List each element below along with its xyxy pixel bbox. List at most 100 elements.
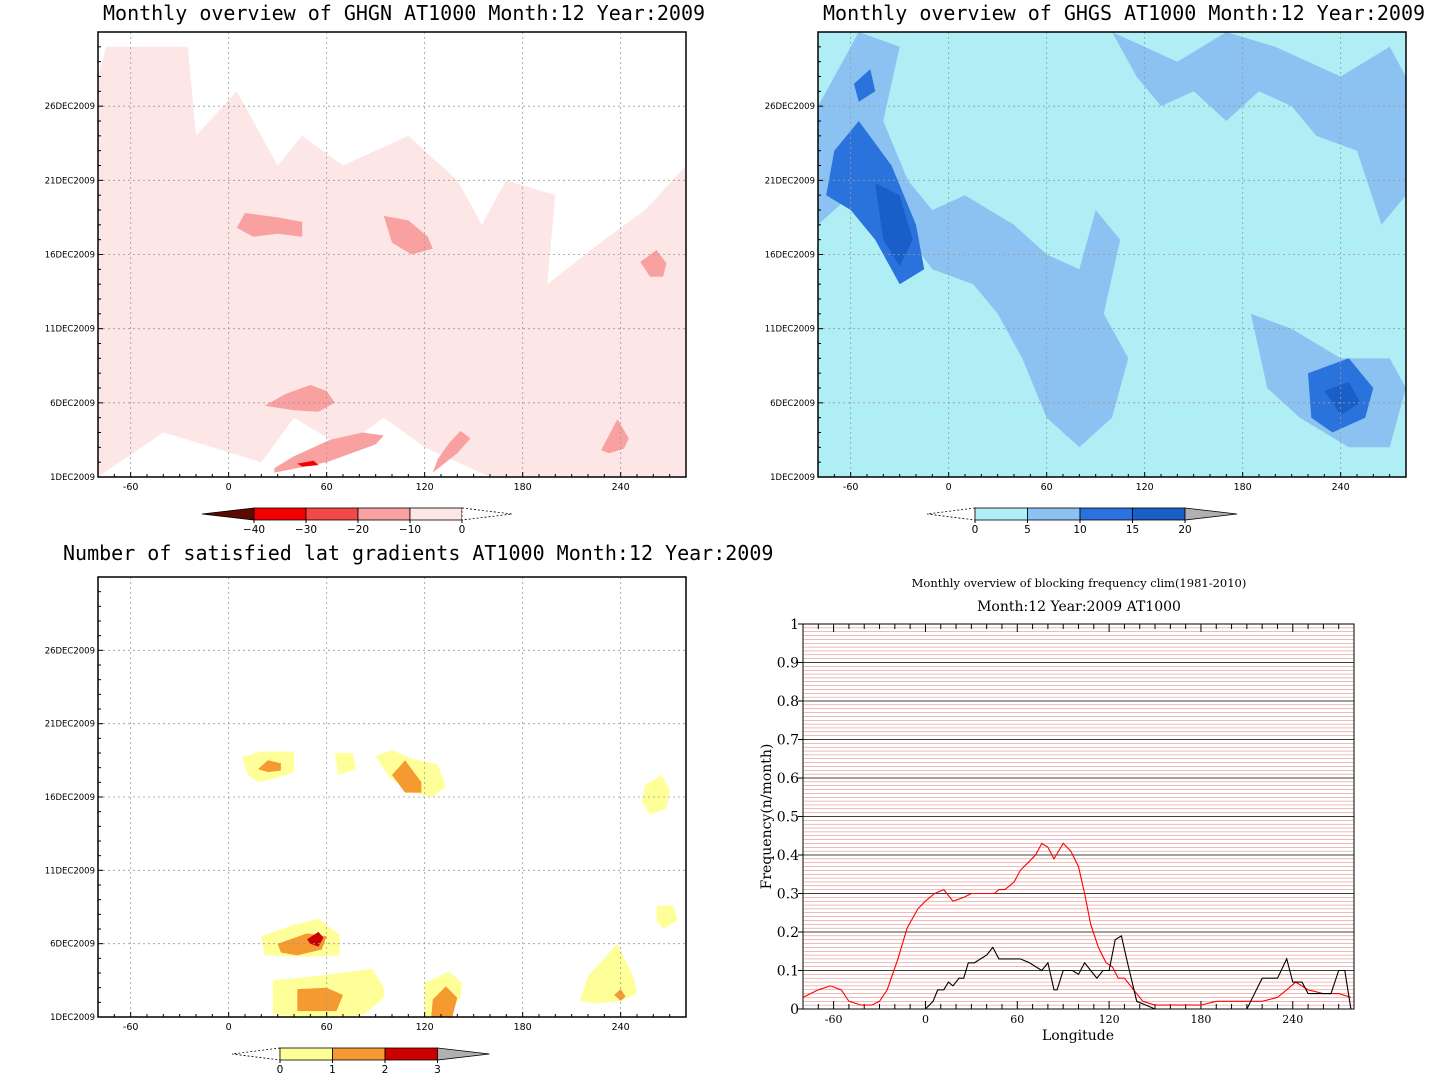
x-tick-label: -60 [843,482,859,493]
contour-region [875,183,913,267]
contour-region [640,250,667,277]
contour-region [297,987,343,1012]
y-tick-label: 1DEC2009 [770,473,815,483]
y-tick-label: 26DEC2009 [45,646,95,656]
y-axis-label: Frequency(n/month) [759,744,775,890]
y-tick-label: 6DEC2009 [770,399,815,409]
colorbar: 0 1 2 3 [231,1047,490,1076]
y-tick-label: 21DEC2009 [45,720,95,730]
x-tick-label: 0 [922,1013,929,1026]
colorbar-right-triangle [437,1047,490,1061]
colorbar-right-triangle [1184,507,1238,521]
colorbar-label: 0 [972,524,979,536]
y-tick-label: 0.2 [777,925,799,941]
x-tick-label: 60 [321,1022,333,1033]
x-tick-label: 180 [1190,1013,1211,1026]
x-tick-label: 240 [1282,1013,1303,1026]
contour-region [258,760,281,773]
colorbar-label: −40 [243,524,265,536]
x-tick-label: 180 [514,1022,532,1033]
y-tick-label: 0 [790,1002,799,1018]
contour-region [1112,32,1406,225]
y-tick-label: 6DEC2009 [50,940,95,950]
ghgs-chart: -60 0 60 120 180 240 1DEC2009 6DEC2009 11DEC2009… [765,31,1407,536]
y-tick-label: 16DEC2009 [765,251,815,261]
blocking-frequency-chart: Monthly overview of blocking frequency c… [759,576,1355,1044]
colorbar-label: −20 [347,524,369,536]
x-tick-label: 0 [946,482,952,493]
contour-region [307,931,324,947]
contour-region [432,431,471,473]
contour-region [392,760,422,793]
contour-region [236,213,303,237]
colorbar-segment [384,1047,438,1061]
colorbar-segment [1027,507,1081,521]
colorbar-right-triangle [461,507,513,521]
colorbar-segment [357,507,411,521]
chart-subtitle: Month:12 Year:2009 AT1000 [977,599,1181,615]
contour-region [274,432,384,473]
y-tick-label: 21DEC2009 [765,176,815,186]
contour-region [98,46,686,477]
colorbar-left-triangle [926,507,976,521]
y-tick-label: 11DEC2009 [45,866,95,876]
x-tick-label: -60 [123,1022,139,1033]
colorbar-label: 15 [1126,524,1139,536]
y-tick-label: 1DEC2009 [50,473,95,483]
contour-region [614,989,626,1001]
colorbar-label: −10 [399,524,421,536]
y-tick-label: 26DEC2009 [765,102,815,112]
contour-region [334,753,357,775]
y-tick-label: 1 [790,617,799,633]
x-tick-label: 120 [416,482,434,493]
x-tick-label: 60 [1010,1013,1024,1026]
y-tick-label: 6DEC2009 [50,399,95,409]
y-tick-label: 0.8 [777,694,799,710]
y-tick-label: 0.4 [777,848,799,864]
y-tick-label: 26DEC2009 [45,102,95,112]
y-tick-label: 11DEC2009 [45,325,95,335]
y-tick-label: 1DEC2009 [50,1013,95,1023]
plot-frame [97,576,687,1018]
contour-region [601,419,629,454]
contour-regions [98,46,686,477]
y-tick-label: 11DEC2009 [765,325,815,335]
colorbar-label: 10 [1073,524,1086,536]
red-series-line [802,842,1352,1006]
contour-region [853,69,876,102]
y-tick-label: 0.7 [777,733,799,749]
colorbar-segment [1132,507,1186,521]
lat-gradients-title: Number of satisfied lat gradients AT1000… [63,541,774,565]
contour-region [656,905,678,929]
colorbar-left-triangle [201,507,255,521]
x-tick-label: 180 [514,482,532,493]
colorbar-segment [409,507,463,521]
contour-region [297,460,319,467]
ghgn-chart: -60 0 60 120 180 240 1DEC2009 6DEC2009 11DEC2009… [45,31,687,536]
x-tick-label: 120 [1099,1013,1120,1026]
x-axis-label: Longitude [1042,1028,1114,1044]
colorbar-segment [253,507,307,521]
colorbar-label: 0 [277,1064,284,1076]
colorbar-segment [1079,507,1133,521]
contour-region [383,215,433,255]
y-tick-label: 16DEC2009 [45,251,95,261]
colorbar-segment [332,1047,386,1061]
colorbar-label: 20 [1178,524,1191,536]
colorbar: 0 5 10 15 20 [926,507,1238,536]
y-tick-label: 0.5 [777,810,799,826]
colorbar-label: 1 [329,1064,336,1076]
x-tick-label: 60 [1041,482,1053,493]
contour-region [431,986,458,1017]
x-tick-label: 240 [1332,482,1350,493]
ghgs-title: Monthly overview of GHGS AT1000 Month:12… [823,1,1426,25]
contour-region [818,32,1129,448]
ghgn-title: Monthly overview of GHGN AT1000 Month:12… [103,1,706,25]
y-tick-label: 16DEC2009 [45,793,95,803]
colorbar-label: 0 [459,524,466,536]
contour-region [641,775,670,815]
colorbar-segment [279,1047,333,1061]
contour-regions [818,32,1406,477]
x-tick-label: 0 [226,482,232,493]
chart-title: Monthly overview of blocking frequency c… [912,576,1247,590]
